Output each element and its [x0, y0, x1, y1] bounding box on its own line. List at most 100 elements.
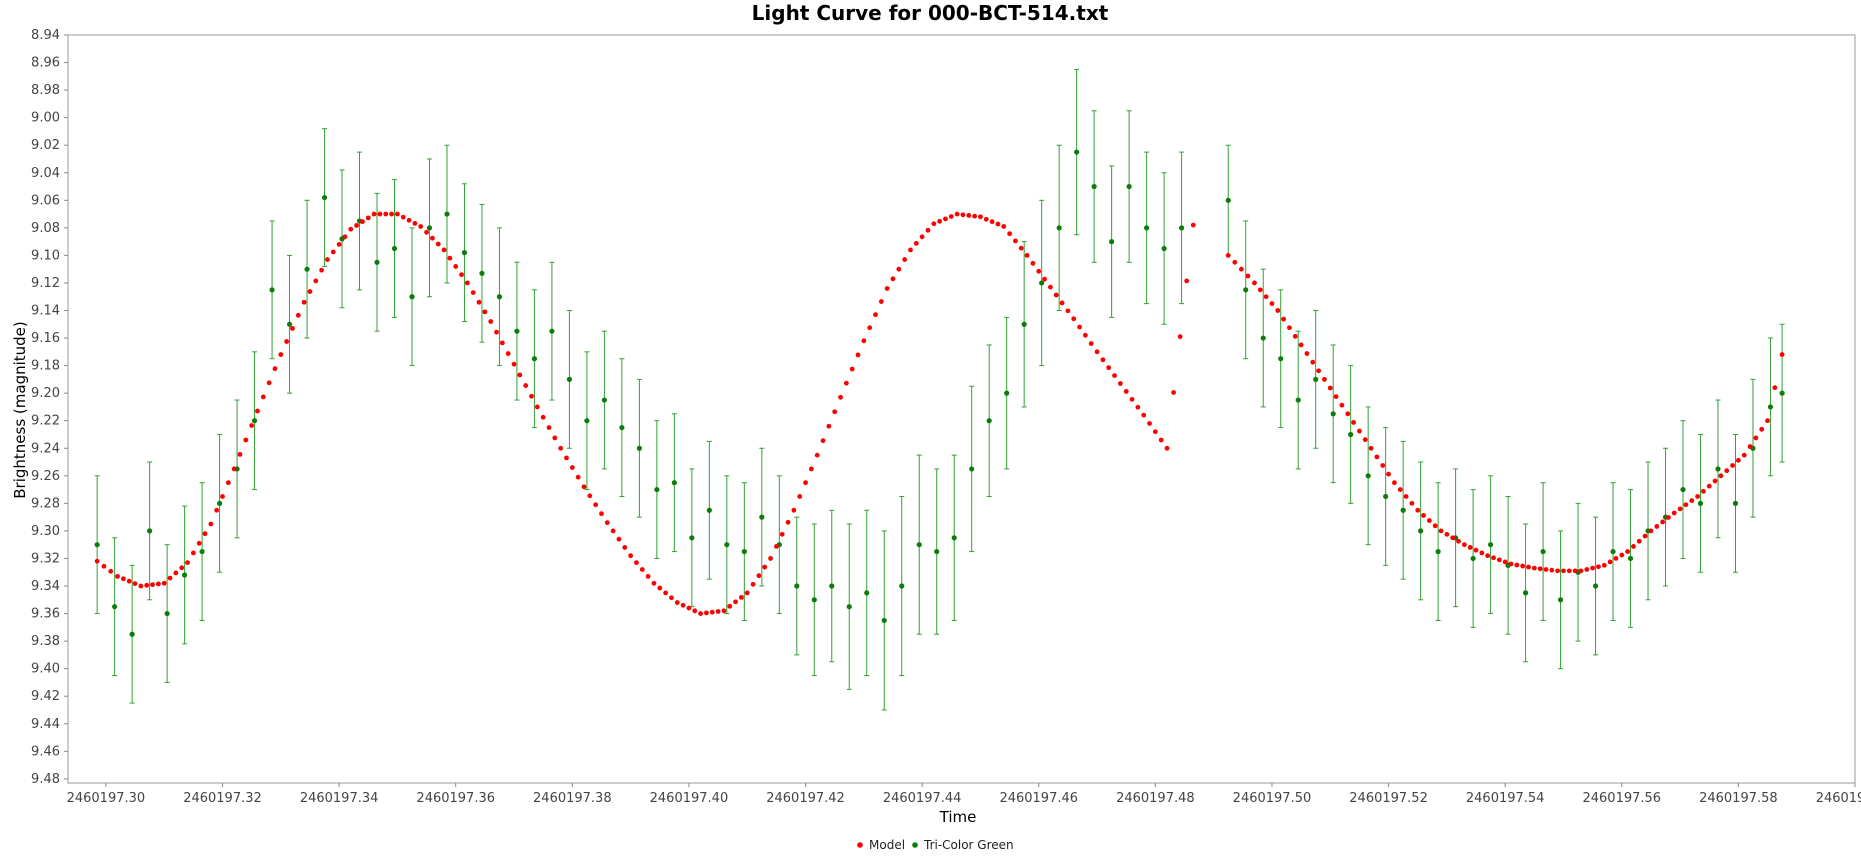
model-point: [260, 394, 266, 400]
model-point: [849, 366, 855, 372]
model-point: [599, 511, 604, 517]
observed-point: [374, 259, 380, 265]
model-point: [1683, 502, 1689, 508]
y-tick-label: 9.24: [31, 441, 60, 456]
model-point: [319, 267, 325, 273]
observed-point: [811, 597, 817, 603]
model-point: [931, 221, 937, 227]
model-point: [1357, 428, 1362, 434]
model-point: [639, 567, 645, 572]
model-point: [1141, 412, 1147, 418]
observed-point: [1540, 548, 1546, 555]
model-point: [161, 580, 167, 586]
model-point: [301, 299, 307, 305]
observed-point: [1074, 149, 1080, 155]
model-point: [1677, 506, 1683, 512]
observed-point: [1610, 548, 1616, 555]
observed-point: [1779, 390, 1785, 396]
observed-point: [794, 583, 800, 589]
observed-point: [1144, 225, 1150, 231]
model-point: [808, 466, 814, 472]
model-point: [1625, 549, 1631, 554]
x-tick-label: 2460197.34: [300, 791, 379, 806]
x-tick-label: 2460197.48: [1116, 791, 1195, 806]
y-tick-label: 9.36: [31, 607, 60, 622]
model-point: [744, 590, 750, 596]
model-point: [843, 380, 849, 386]
observed-point: [444, 211, 450, 217]
observed-point: [461, 250, 468, 256]
observed-point: [426, 225, 433, 231]
observed-point: [216, 500, 223, 506]
model-point: [482, 309, 488, 315]
model-point: [1730, 463, 1735, 468]
model-points: [94, 211, 1785, 616]
observed-point: [706, 507, 712, 513]
observed-point: [654, 486, 660, 493]
model-point: [575, 474, 581, 480]
model-point: [925, 227, 931, 233]
model-point: [622, 545, 628, 550]
model-point: [476, 299, 482, 305]
model-point: [447, 255, 453, 261]
observed-point: [566, 376, 573, 382]
model-point: [1772, 385, 1778, 391]
model-point: [383, 211, 389, 217]
model-point: [908, 247, 913, 253]
model-point: [336, 241, 342, 247]
x-tick-label: 2460197.54: [1466, 791, 1545, 806]
y-tick-label: 8.94: [31, 28, 60, 43]
y-tick-label: 9.22: [31, 414, 60, 429]
legend-green-label: Tri-Color Green: [923, 838, 1014, 852]
model-point: [674, 600, 680, 605]
model-point: [441, 247, 447, 253]
model-point: [190, 550, 196, 556]
observed-point: [986, 418, 992, 424]
observed-point: [1592, 583, 1599, 589]
observed-point: [829, 583, 835, 589]
model-point: [709, 609, 715, 615]
model-point: [1613, 556, 1619, 561]
model-point: [354, 223, 360, 228]
model-point: [1444, 531, 1450, 537]
model-point: [593, 502, 599, 508]
model-point: [803, 480, 808, 486]
model-point: [389, 211, 394, 217]
observed-point: [759, 514, 765, 520]
observed-point: [1697, 500, 1704, 506]
observed-point: [164, 610, 170, 617]
model-point: [1362, 437, 1368, 443]
model-point: [517, 372, 523, 378]
observed-point: [1243, 287, 1249, 293]
model-point: [371, 211, 377, 217]
model-point: [1753, 435, 1759, 441]
model-point: [1426, 518, 1432, 523]
model-point: [429, 235, 435, 241]
model-point: [1386, 471, 1391, 477]
observed-point: [1557, 597, 1564, 603]
x-tick-label: 2460197.38: [533, 791, 612, 806]
model-point: [1397, 487, 1403, 492]
model-point: [1584, 567, 1590, 572]
model-point: [797, 494, 803, 499]
y-tick-label: 8.96: [31, 56, 60, 71]
model-point: [978, 214, 983, 220]
model-point: [768, 556, 773, 561]
x-tick-label: 2460197.56: [1582, 791, 1661, 806]
model-point: [750, 581, 756, 587]
observed-point: [864, 590, 870, 596]
observed-point: [1056, 225, 1062, 231]
error-bars: [94, 68, 1785, 711]
model-point: [1566, 568, 1572, 574]
y-tick-label: 9.42: [31, 689, 60, 704]
observed-point: [724, 542, 730, 548]
model-point: [546, 425, 552, 430]
model-point: [1065, 308, 1071, 314]
model-point: [1129, 396, 1135, 402]
observed-point: [496, 294, 503, 300]
model-point: [1701, 488, 1706, 494]
model-point: [406, 217, 412, 223]
y-tick-label: 9.28: [31, 496, 60, 511]
observed-point: [1365, 473, 1371, 479]
model-point: [290, 326, 295, 331]
